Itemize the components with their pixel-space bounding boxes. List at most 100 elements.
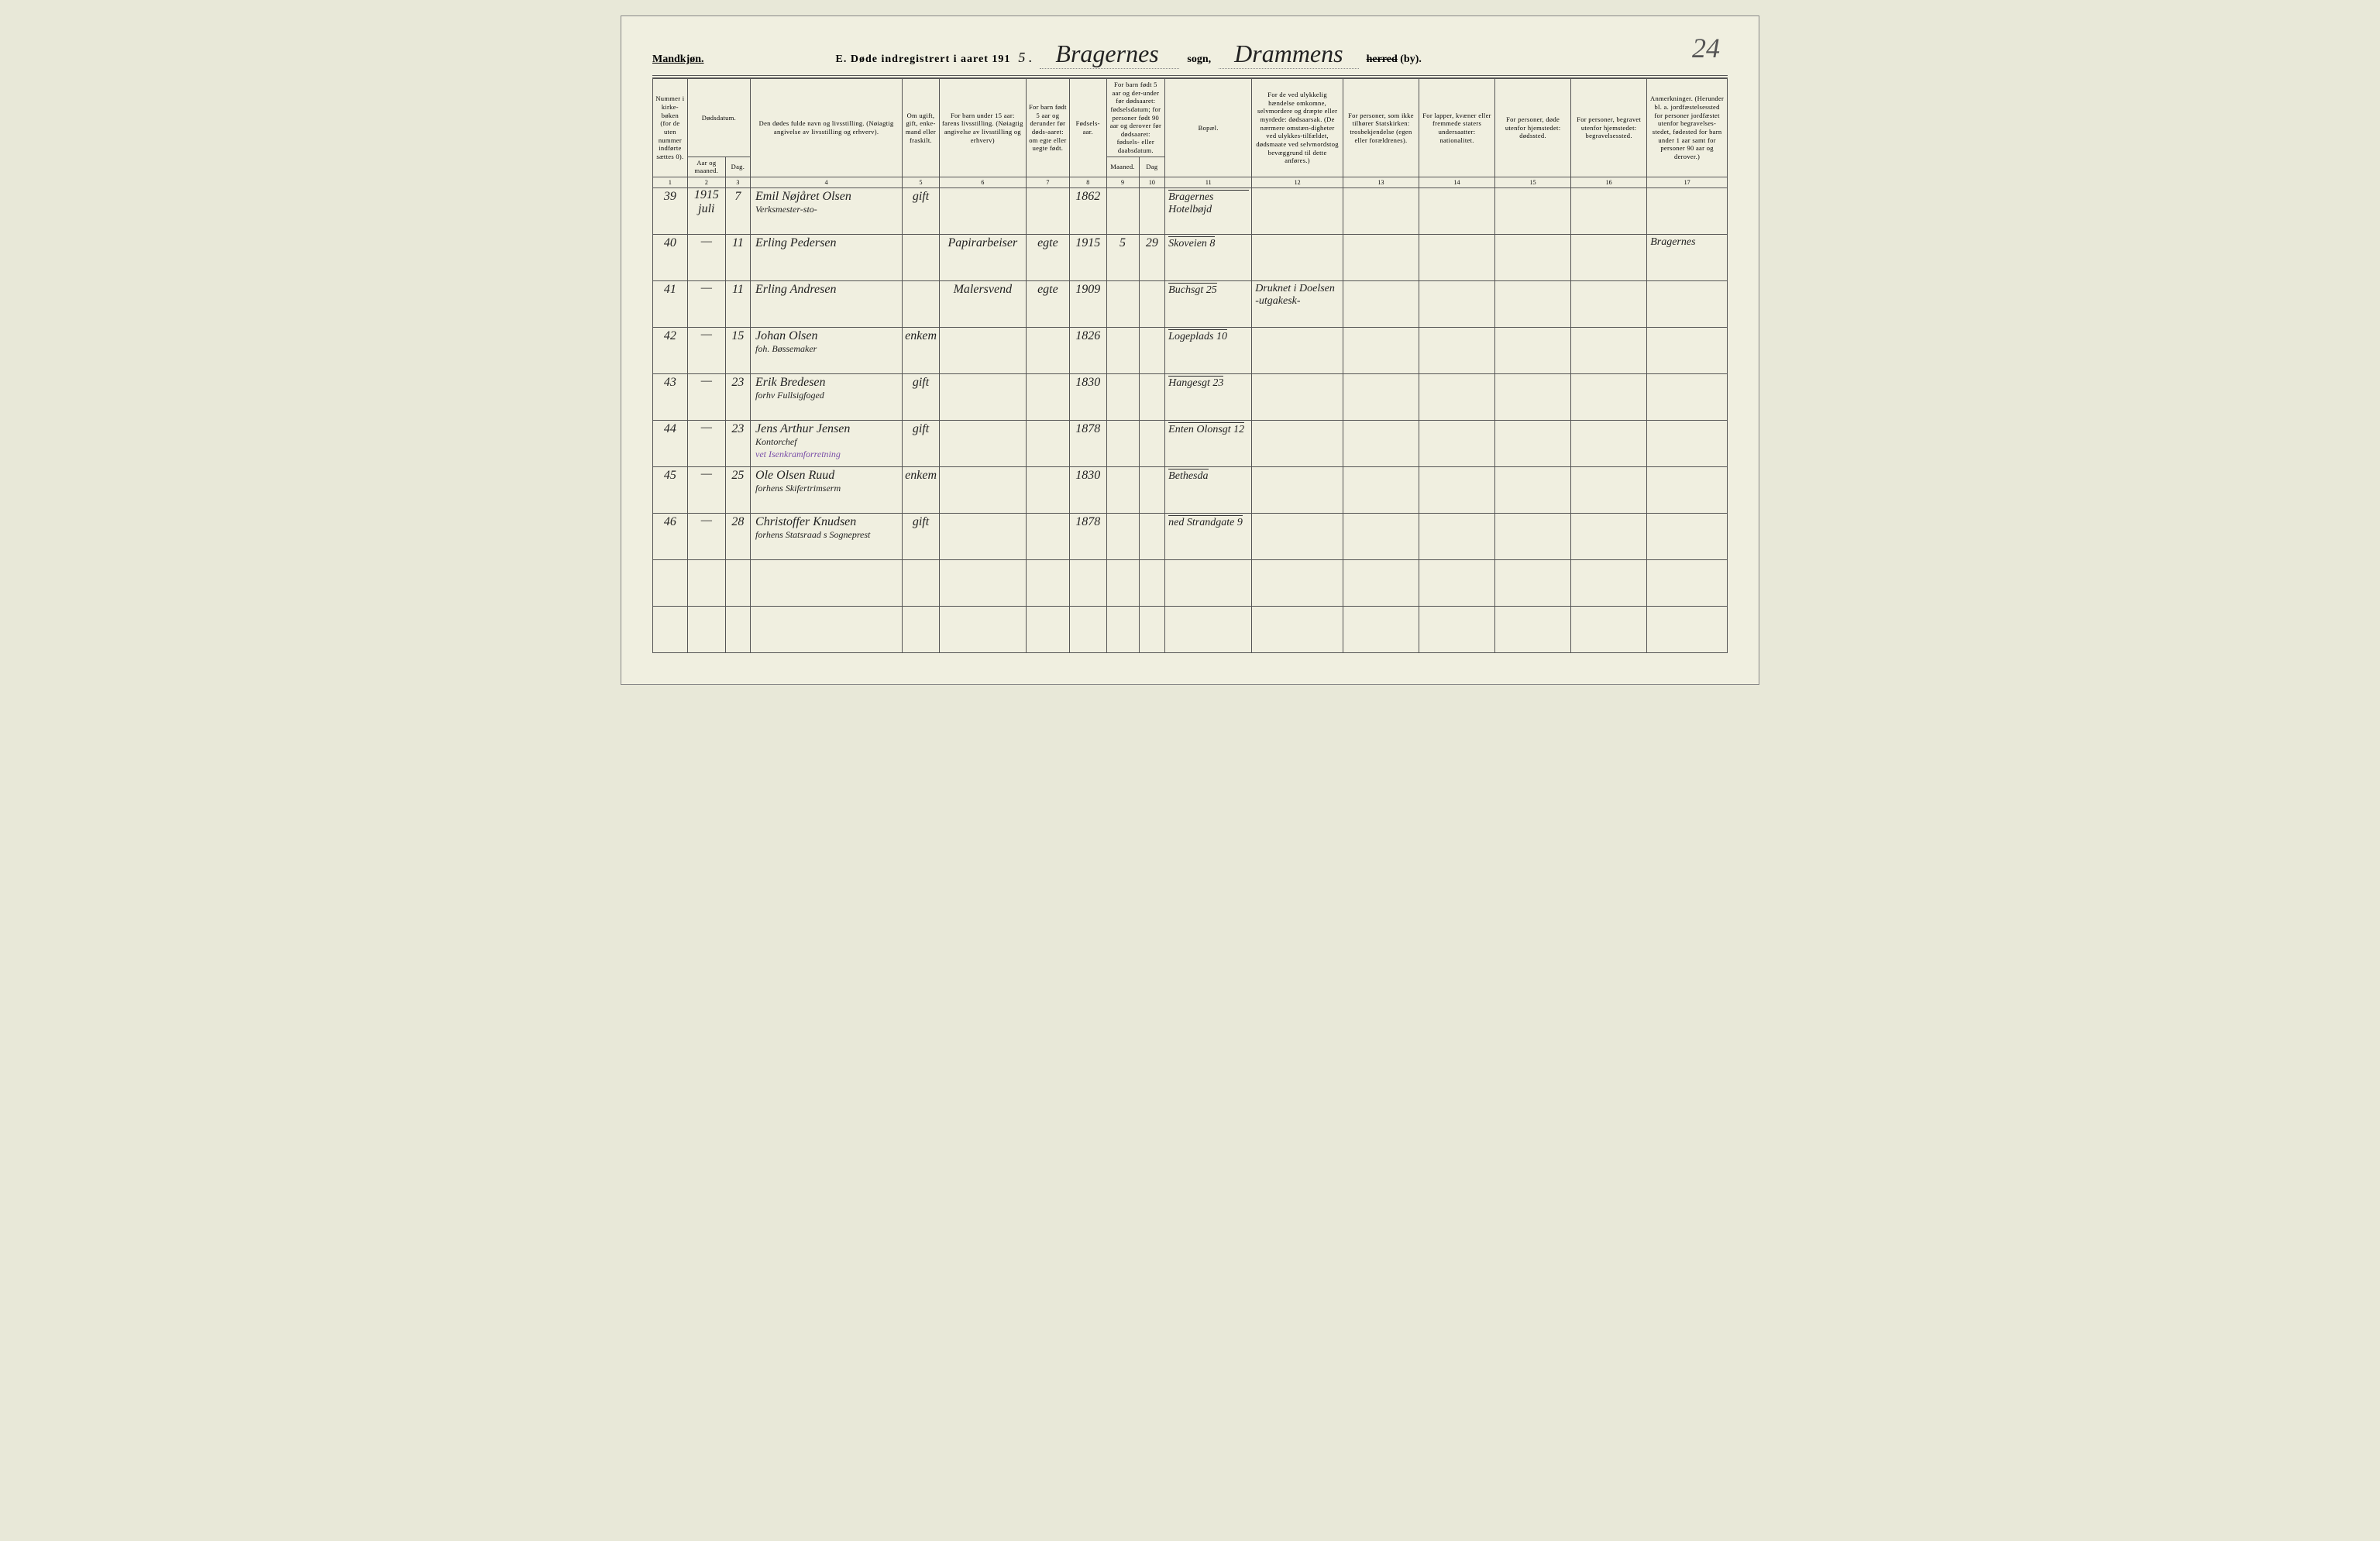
cell — [1343, 373, 1419, 420]
cell — [903, 559, 940, 606]
cell: 11 — [725, 280, 750, 327]
cell — [1647, 466, 1728, 513]
cell: 15 — [725, 327, 750, 373]
cell — [1343, 559, 1419, 606]
cell: 1830 — [1069, 373, 1106, 420]
cell: 46 — [653, 513, 688, 559]
cell — [1106, 327, 1139, 373]
cell: Logeplads 10 — [1165, 327, 1252, 373]
cell — [1139, 466, 1165, 513]
cell — [1647, 559, 1728, 606]
register-page: 24 Mandkjøn. E. Døde indregistrert i aar… — [621, 15, 1759, 685]
cell — [1106, 187, 1139, 234]
table-row: 42—15Johan Olsenfoh. Bøssemakerenkem1826… — [653, 327, 1728, 373]
cell: 1878 — [1069, 513, 1106, 559]
cell — [1571, 234, 1647, 280]
cell — [939, 513, 1026, 559]
cell — [725, 606, 750, 652]
cell — [1647, 606, 1728, 652]
cell — [1165, 559, 1252, 606]
column-number: 15 — [1495, 177, 1571, 187]
cell — [1139, 280, 1165, 327]
column-number: 2 — [687, 177, 725, 187]
cell — [1139, 373, 1165, 420]
cell — [1106, 280, 1139, 327]
cell: 29 — [1139, 234, 1165, 280]
page-header: Mandkjøn. E. Døde indregistrert i aaret … — [652, 40, 1728, 69]
cell — [1571, 559, 1647, 606]
cell — [1026, 187, 1069, 234]
column-number: 8 — [1069, 177, 1106, 187]
cell — [1571, 280, 1647, 327]
cell: 23 — [725, 420, 750, 466]
cell — [1647, 513, 1728, 559]
cell: 1862 — [1069, 187, 1106, 234]
cell: Christoffer Knudsenforhens Statsraad s S… — [751, 513, 903, 559]
cell — [1571, 513, 1647, 559]
cell — [1419, 373, 1495, 420]
cell: 25 — [725, 466, 750, 513]
col-header-14: For lapper, kvæner eller fremmede stater… — [1419, 79, 1495, 177]
cell — [1252, 559, 1343, 606]
cell — [903, 606, 940, 652]
cell: enkem — [903, 327, 940, 373]
cell: — — [687, 420, 725, 466]
cell: Jens Arthur JensenKontorchefvet Isenkram… — [751, 420, 903, 466]
cell: — — [687, 513, 725, 559]
cell — [903, 234, 940, 280]
column-number-row: 1234567891011121314151617 — [653, 177, 1728, 187]
cell — [1495, 513, 1571, 559]
cell: — — [687, 466, 725, 513]
cell: gift — [903, 373, 940, 420]
cell: 1826 — [1069, 327, 1106, 373]
cell: 11 — [725, 234, 750, 280]
cell — [1419, 187, 1495, 234]
cell — [1252, 327, 1343, 373]
table-row: 44—23Jens Arthur JensenKontorchefvet Ise… — [653, 420, 1728, 466]
cell: Erling Andresen — [751, 280, 903, 327]
cell: egte — [1026, 234, 1069, 280]
cell: Ole Olsen Ruudforhens Skifertrimserm — [751, 466, 903, 513]
column-number: 7 — [1026, 177, 1069, 187]
cell: Erik Bredesenforhv Fullsigfoged — [751, 373, 903, 420]
cell — [1026, 420, 1069, 466]
table-body: 391915 juli7Emil Nøjåret OlsenVerksmeste… — [653, 187, 1728, 652]
cell — [1139, 187, 1165, 234]
cell — [1106, 373, 1139, 420]
cell: 1830 — [1069, 466, 1106, 513]
cell — [1495, 280, 1571, 327]
cell — [1495, 373, 1571, 420]
column-number: 9 — [1106, 177, 1139, 187]
col-header-15: For personer, døde utenfor hjemstedet: d… — [1495, 79, 1571, 177]
cell — [1495, 420, 1571, 466]
table-row — [653, 559, 1728, 606]
cell: Skoveien 8 — [1165, 234, 1252, 280]
cell — [1343, 420, 1419, 466]
cell: 43 — [653, 373, 688, 420]
col-header-12: For de ved ulykkelig hændelse omkomne, s… — [1252, 79, 1343, 177]
cell — [687, 559, 725, 606]
cell — [1495, 466, 1571, 513]
cell — [1419, 234, 1495, 280]
cell — [1069, 606, 1106, 652]
cell — [1106, 606, 1139, 652]
cell — [1647, 280, 1728, 327]
cell: Druknet i Doelsen -utgakesk- — [1252, 280, 1343, 327]
page-number: 24 — [1692, 32, 1720, 64]
cell — [751, 559, 903, 606]
cell: — — [687, 280, 725, 327]
col-header-2: Aar og maaned. — [687, 157, 725, 177]
cell — [1139, 327, 1165, 373]
cell — [939, 559, 1026, 606]
cell — [1139, 513, 1165, 559]
cell — [1139, 420, 1165, 466]
cell — [1647, 373, 1728, 420]
col-header-11: Bopæl. — [1165, 79, 1252, 177]
col-header-6: For barn under 15 aar: farens livsstilli… — [939, 79, 1026, 177]
cell — [1106, 466, 1139, 513]
table-row — [653, 606, 1728, 652]
cell — [1343, 187, 1419, 234]
cell — [1571, 466, 1647, 513]
cell: gift — [903, 187, 940, 234]
cell: ned Strandgate 9 — [1165, 513, 1252, 559]
